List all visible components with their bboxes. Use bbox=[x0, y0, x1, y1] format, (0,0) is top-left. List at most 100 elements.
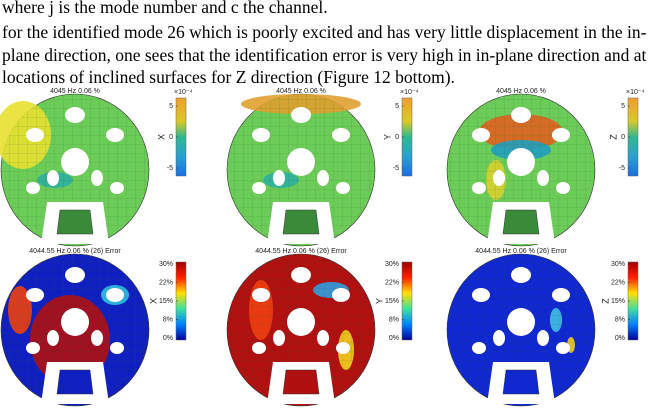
hole bbox=[552, 288, 570, 302]
insert bbox=[56, 209, 94, 235]
colorbar-tick-label: -5 bbox=[619, 165, 625, 172]
hole bbox=[552, 128, 570, 142]
insert bbox=[282, 209, 320, 235]
hole bbox=[317, 170, 329, 186]
colorbar-tick-label: 0 bbox=[621, 134, 625, 141]
text-line: plane direction, one sees that the ident… bbox=[2, 45, 647, 65]
hole bbox=[252, 182, 266, 194]
hole bbox=[61, 148, 89, 176]
subplot: 4045 Hz 0.06 % ×10⁻⁴5 0 -5 Y bbox=[226, 88, 419, 247]
hole bbox=[493, 170, 505, 186]
colorbar-tick-label: 22% bbox=[159, 279, 173, 286]
hole bbox=[110, 342, 124, 354]
colorbar-tick-label: 15% bbox=[159, 298, 173, 305]
subplot-title: 4044.55 Hz 0.06 % (26) Error bbox=[255, 248, 347, 255]
hole bbox=[493, 330, 505, 346]
colorbar-exponent: ×10⁻⁴ bbox=[174, 89, 193, 96]
hole bbox=[291, 107, 311, 123]
subplot: 4044.55 Hz 0.06 % (26) Error 30% 22% 15% 8% 0… bbox=[446, 248, 639, 407]
hole bbox=[91, 170, 103, 186]
hole bbox=[47, 170, 59, 186]
colorbar-tick-label: 15% bbox=[611, 298, 625, 305]
hole bbox=[26, 288, 44, 302]
colorbar-exponent: ×10⁻⁴ bbox=[626, 89, 645, 96]
hole bbox=[106, 288, 124, 302]
insert bbox=[56, 369, 94, 395]
hole bbox=[472, 342, 486, 354]
hole bbox=[91, 330, 103, 346]
subplot-title: 4045 Hz 0.06 % bbox=[276, 88, 326, 95]
hole bbox=[110, 182, 124, 194]
text-line: locations of inclined surfaces for Z dir… bbox=[2, 67, 455, 87]
colorbar-tick-label: -5 bbox=[393, 165, 399, 172]
hole bbox=[273, 170, 285, 186]
colorbar-tick-label: 22% bbox=[611, 279, 625, 286]
colorbar-tick-label: 15% bbox=[385, 298, 399, 305]
hole bbox=[252, 288, 270, 302]
colorbar-tick-label: 0% bbox=[163, 335, 173, 342]
insert bbox=[502, 369, 540, 395]
colorbar-tick-label: 5 bbox=[169, 103, 173, 110]
hole bbox=[26, 128, 44, 142]
text-line: for the identified mode 26 which is poor… bbox=[2, 22, 647, 42]
colorbar-tick-label: 5 bbox=[621, 103, 625, 110]
subplot-title: 4045 Hz 0.06 % bbox=[50, 88, 100, 95]
hole bbox=[252, 128, 270, 142]
colorbar-tick-label: 8% bbox=[615, 316, 625, 323]
colorbar-tick-label: 8% bbox=[163, 316, 173, 323]
axis-label: Y bbox=[374, 298, 384, 304]
hole bbox=[507, 308, 535, 336]
subplot: 4045 Hz 0.06 % ×10⁻⁴5 0 -5 X bbox=[0, 88, 193, 247]
subplot-title: 4045 Hz 0.06 % bbox=[496, 88, 546, 95]
hole bbox=[336, 182, 350, 194]
hole bbox=[556, 182, 570, 194]
hole bbox=[332, 288, 350, 302]
hole bbox=[336, 342, 350, 354]
hole bbox=[317, 330, 329, 346]
hole bbox=[273, 330, 285, 346]
hole bbox=[65, 267, 85, 283]
axis-label: X bbox=[156, 134, 166, 140]
hole bbox=[61, 308, 89, 336]
subplot: 4044.55 Hz 0.06 % (26) Error 30% 22% 15% 8% 0… bbox=[226, 248, 413, 407]
hole bbox=[472, 128, 490, 142]
colorbar-tick-label: 0 bbox=[395, 134, 399, 141]
colorbar-tick-label: 5 bbox=[395, 103, 399, 110]
hole bbox=[26, 182, 40, 194]
colorbar-tick-label: 30% bbox=[385, 261, 399, 268]
axis-label: Y bbox=[382, 134, 392, 140]
hole bbox=[287, 308, 315, 336]
hole bbox=[291, 267, 311, 283]
hole bbox=[472, 182, 486, 194]
insert bbox=[502, 209, 540, 235]
colorbar-exponent: ×10⁻⁴ bbox=[400, 89, 419, 96]
hole bbox=[537, 170, 549, 186]
hole bbox=[511, 267, 531, 283]
colorbar-tick-label: 8% bbox=[389, 316, 399, 323]
subplot: 4044.55 Hz 0.06 % (26) Error 30% 22% 15% 8% 0… bbox=[0, 248, 187, 407]
insert bbox=[282, 369, 320, 395]
hole bbox=[106, 128, 124, 142]
hole bbox=[252, 342, 266, 354]
colorbar-tick-label: 22% bbox=[385, 279, 399, 286]
colorbar-tick-label: 0% bbox=[389, 335, 399, 342]
hole bbox=[332, 128, 350, 142]
colorbar-tick-label: 30% bbox=[611, 261, 625, 268]
axis-label: X bbox=[148, 298, 158, 304]
hole bbox=[65, 107, 85, 123]
hole bbox=[47, 330, 59, 346]
axis-label: Z bbox=[600, 298, 610, 304]
subplot: 4045 Hz 0.06 % ×10⁻⁴5 0 -5 Z bbox=[446, 88, 645, 247]
hole bbox=[507, 148, 535, 176]
colorbar-tick-label: 0 bbox=[169, 134, 173, 141]
hole bbox=[26, 342, 40, 354]
colorbar-tick-label: 0% bbox=[615, 335, 625, 342]
text-line: where j is the mode number and c the cha… bbox=[2, 0, 328, 17]
colorbar-tick-label: -5 bbox=[167, 165, 173, 172]
paragraph: where j is the mode number and c the cha… bbox=[2, 0, 647, 87]
colorbar-tick-label: 30% bbox=[159, 261, 173, 268]
subplot-title: 4044.55 Hz 0.06 % (26) Error bbox=[29, 248, 121, 255]
hole bbox=[511, 107, 531, 123]
